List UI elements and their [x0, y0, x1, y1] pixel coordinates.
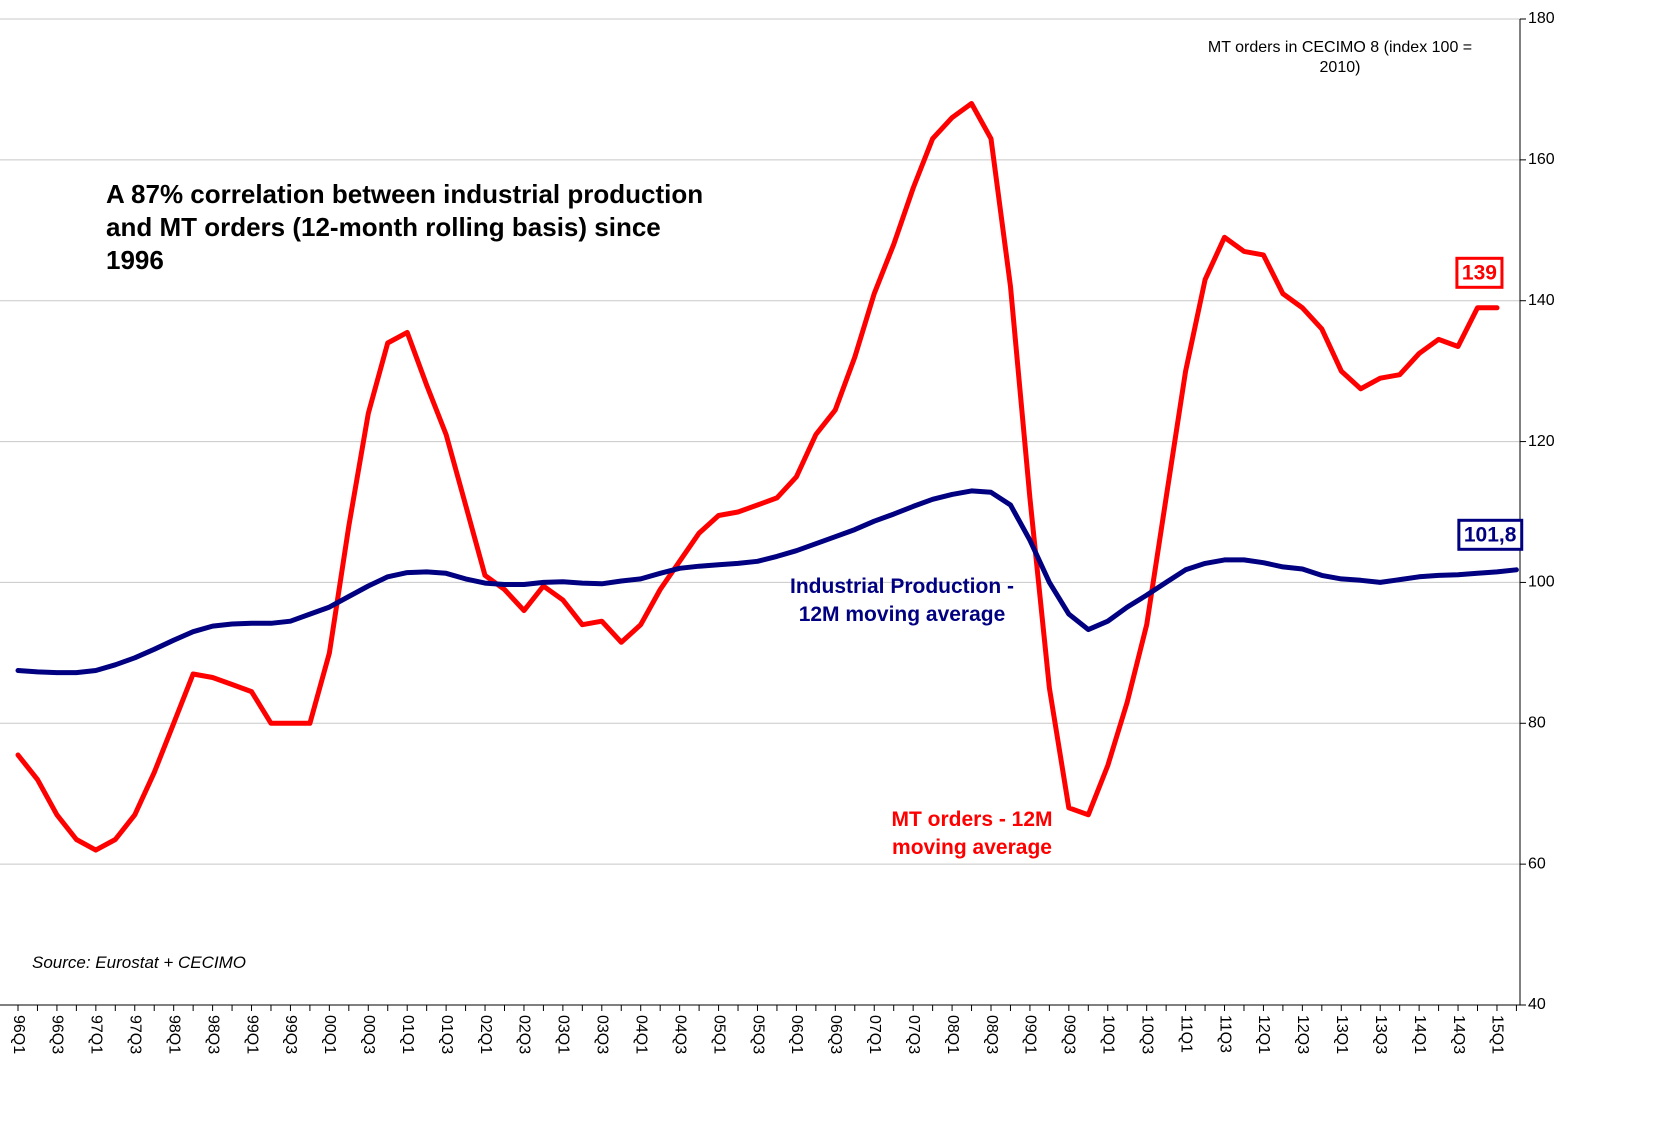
y-tick-label: 80 — [1528, 715, 1546, 732]
x-tick-label: 08Q3 — [983, 1015, 1000, 1054]
end-label-box — [1455, 256, 1504, 289]
y-axis-label: MT orders in CECIMO 8 (index 100 = 2010) — [1207, 39, 1473, 76]
x-tick-label: 01Q1 — [399, 1015, 416, 1054]
x-tick-label: 06Q3 — [827, 1015, 844, 1054]
x-tick-label: 04Q3 — [671, 1015, 688, 1054]
x-tick-label: 98Q3 — [204, 1015, 221, 1054]
x-tick-label: 11Q1 — [1177, 1015, 1194, 1053]
x-tick-label: 03Q1 — [555, 1015, 572, 1054]
y-tick-label: 180 — [1528, 10, 1555, 27]
end-label: 101,8 — [1464, 523, 1517, 546]
x-tick-label: 00Q3 — [360, 1015, 377, 1054]
x-tick-label: 09Q1 — [1022, 1015, 1039, 1054]
y-tick-label: 120 — [1528, 433, 1555, 450]
y-tick-label: 100 — [1528, 574, 1555, 591]
source: Source: Eurostat + CECIMO — [32, 953, 246, 972]
x-tick-label: 99Q3 — [282, 1015, 299, 1054]
x-tick-label: 06Q1 — [788, 1015, 805, 1054]
y-tick-label: 160 — [1528, 151, 1555, 168]
y-tick-label: 60 — [1528, 855, 1546, 872]
x-tick-label: 98Q1 — [165, 1015, 182, 1054]
x-tick-label: 10Q1 — [1100, 1015, 1117, 1054]
x-tick-label: 99Q1 — [243, 1015, 260, 1054]
series-line — [15, 488, 1519, 676]
x-tick-label: 13Q1 — [1333, 1015, 1350, 1054]
series-label: MT orders - 12M moving average — [891, 808, 1053, 859]
x-tick-label: 09Q3 — [1061, 1015, 1078, 1054]
x-tick-label: 07Q3 — [905, 1015, 922, 1054]
x-tick-label: 15Q1 — [1489, 1015, 1506, 1054]
x-tick-label: 05Q3 — [749, 1015, 766, 1054]
x-tick-label: 10Q3 — [1138, 1015, 1155, 1054]
y-tick-label: 40 — [1528, 996, 1546, 1013]
end-label: 139 — [1462, 261, 1497, 284]
x-tick-label: 07Q1 — [866, 1015, 883, 1054]
x-tick-label: 14Q3 — [1450, 1015, 1467, 1054]
series-line — [15, 101, 1500, 853]
x-tick-label: 97Q1 — [88, 1015, 105, 1054]
x-tick-label: 97Q3 — [127, 1015, 144, 1054]
x-tick-label: 13Q3 — [1372, 1015, 1389, 1054]
x-tick-label: 02Q3 — [516, 1015, 533, 1054]
x-tick-label: 01Q3 — [438, 1015, 455, 1054]
y-tick-label: 140 — [1528, 292, 1555, 309]
x-tick-label: 03Q3 — [594, 1015, 611, 1054]
end-label-box — [1457, 518, 1524, 551]
x-tick-label: 02Q1 — [477, 1015, 494, 1054]
x-tick-label: 12Q3 — [1294, 1015, 1311, 1054]
x-tick-label: 04Q1 — [632, 1015, 649, 1054]
chart-title: A 87% correlation between industrial pro… — [106, 179, 704, 275]
x-tick-label: 14Q1 — [1411, 1015, 1428, 1054]
x-tick-label: 96Q1 — [10, 1015, 27, 1054]
series-label: Industrial Production - 12M moving avera… — [790, 575, 1014, 626]
x-tick-label: 08Q1 — [944, 1015, 961, 1054]
x-tick-label: 00Q1 — [321, 1015, 338, 1054]
x-tick-label: 96Q3 — [49, 1015, 66, 1054]
x-tick-label: 12Q1 — [1255, 1015, 1272, 1054]
x-tick-label: 05Q1 — [710, 1015, 727, 1054]
x-tick-label: 11Q3 — [1216, 1015, 1233, 1053]
